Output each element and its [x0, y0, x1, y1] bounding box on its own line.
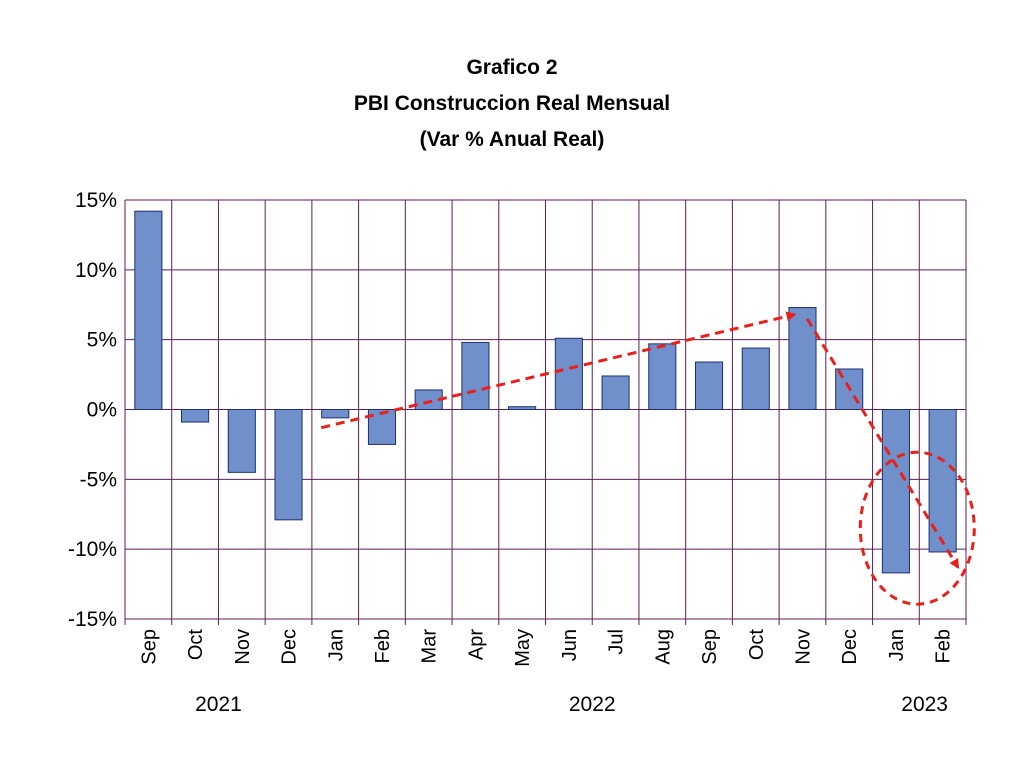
highlight-ellipse	[858, 450, 976, 606]
bars-layer	[134, 210, 957, 574]
bar	[274, 409, 303, 521]
x-tick-label: Nov	[792, 629, 814, 665]
x-tick-label: Mar	[419, 629, 441, 664]
x-tick-label: Oct	[185, 629, 207, 661]
bar	[741, 347, 770, 410]
y-tick-label: -10%	[68, 538, 117, 561]
annotation-layer	[320, 311, 976, 606]
bar	[461, 341, 490, 410]
bar	[554, 337, 583, 410]
x-tick-label: Feb	[372, 629, 394, 663]
y-tick-label: 5%	[87, 329, 117, 352]
y-tick-label: 15%	[75, 189, 117, 212]
x-tick-label: Aug	[652, 629, 674, 665]
axis-layer: 15% 10% 5% 0% -5% -10% -15% Sep Oct Nov Dec Jan Feb M…	[68, 189, 955, 716]
chart-subtitle-2: (Var % Anual Real)	[419, 128, 605, 151]
x-tick-label: Dec	[279, 629, 301, 665]
x-tick-label: Nov	[232, 629, 254, 665]
trend-arrow	[805, 317, 960, 570]
bar	[601, 375, 630, 411]
x-tick-label: May	[512, 629, 534, 667]
y-tick-label: 0%	[87, 399, 117, 422]
chart-subtitle: PBI Construccion Real Mensual	[353, 92, 671, 115]
x-tick-label: Sep	[699, 629, 721, 665]
bar	[928, 409, 957, 553]
x-tick-label: Jun	[559, 629, 581, 661]
x-tick-label: Jan	[325, 629, 347, 661]
year-label: 2021	[195, 693, 242, 716]
year-label: 2023	[901, 693, 948, 716]
grid-layer	[124, 199, 967, 625]
bar	[788, 307, 817, 410]
y-tick-label: 10%	[75, 259, 117, 282]
x-tick-label: Oct	[746, 629, 768, 661]
bar	[227, 409, 256, 473]
x-tick-label: Dec	[839, 629, 861, 665]
x-tick-label: Feb	[933, 629, 955, 663]
chart-titles: Grafico 2 PBI Construccion Real Mensual …	[0, 50, 1024, 158]
year-label: 2022	[569, 693, 616, 716]
bar	[181, 409, 210, 423]
x-tick-label: Jan	[886, 629, 908, 661]
x-tick-label: Sep	[138, 629, 160, 665]
chart-title: Grafico 2	[466, 56, 558, 79]
bar	[321, 409, 350, 419]
bar	[134, 210, 163, 410]
x-tick-label: Apr	[465, 629, 487, 660]
x-tick-label: Jul	[606, 629, 628, 655]
bar	[881, 409, 910, 574]
y-tick-label: -15%	[68, 608, 117, 631]
trend-arrow	[320, 311, 797, 430]
bar	[648, 343, 677, 410]
bar	[694, 361, 724, 411]
y-tick-label: -5%	[80, 468, 117, 491]
bar	[508, 406, 537, 410]
